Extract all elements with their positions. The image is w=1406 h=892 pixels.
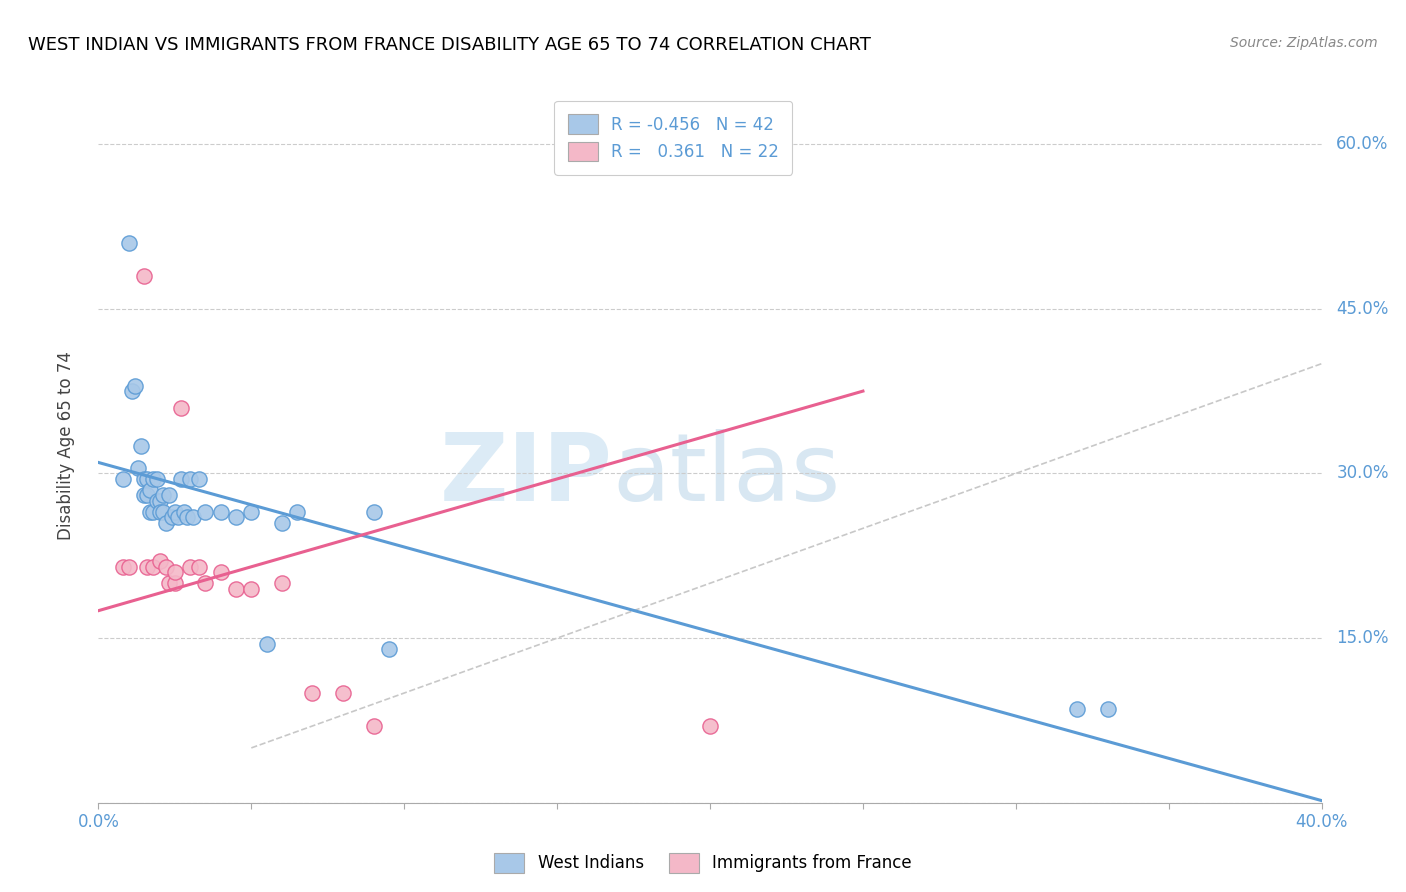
Point <box>173 505 195 519</box>
Point <box>111 559 134 574</box>
Point <box>142 505 165 519</box>
Point <box>363 505 385 519</box>
Point <box>188 559 211 574</box>
Point <box>134 268 156 283</box>
Point <box>188 472 211 486</box>
Point <box>225 582 247 596</box>
Point <box>145 472 167 486</box>
Point <box>139 483 162 497</box>
Point <box>136 559 159 574</box>
Point <box>160 510 183 524</box>
Text: Source: ZipAtlas.com: Source: ZipAtlas.com <box>1230 36 1378 50</box>
Point <box>270 516 292 530</box>
Point <box>118 559 141 574</box>
Point <box>134 472 156 486</box>
Point <box>699 719 721 733</box>
Legend: West Indians, Immigrants from France: West Indians, Immigrants from France <box>488 847 918 880</box>
Point <box>136 472 159 486</box>
Point <box>157 576 180 591</box>
Text: WEST INDIAN VS IMMIGRANTS FROM FRANCE DISABILITY AGE 65 TO 74 CORRELATION CHART: WEST INDIAN VS IMMIGRANTS FROM FRANCE DI… <box>28 36 870 54</box>
Point <box>118 235 141 250</box>
Point <box>209 566 232 580</box>
Point <box>285 505 308 519</box>
Point <box>240 505 263 519</box>
Point <box>139 505 162 519</box>
Point <box>163 505 186 519</box>
Point <box>170 472 193 486</box>
Point <box>155 516 177 530</box>
Point <box>181 510 204 524</box>
Point <box>145 494 167 508</box>
Text: 30.0%: 30.0% <box>1336 465 1389 483</box>
Point <box>129 439 152 453</box>
Point <box>127 461 149 475</box>
Point <box>152 488 174 502</box>
Text: 45.0%: 45.0% <box>1336 300 1389 318</box>
Point <box>142 559 165 574</box>
Point <box>170 401 193 415</box>
Point <box>157 488 180 502</box>
Point <box>225 510 247 524</box>
Point <box>1097 702 1119 716</box>
Text: 15.0%: 15.0% <box>1336 629 1389 647</box>
Point <box>176 510 198 524</box>
Point <box>256 637 278 651</box>
Point <box>1066 702 1088 716</box>
Point <box>332 686 354 700</box>
Point <box>179 472 201 486</box>
Point <box>240 582 263 596</box>
Point <box>179 559 201 574</box>
Y-axis label: Disability Age 65 to 74: Disability Age 65 to 74 <box>56 351 75 541</box>
Point <box>149 554 172 568</box>
Text: ZIP: ZIP <box>439 428 612 521</box>
Point <box>209 505 232 519</box>
Point <box>121 384 143 398</box>
Point <box>152 505 174 519</box>
Legend: R = -0.456   N = 42, R =   0.361   N = 22: R = -0.456 N = 42, R = 0.361 N = 22 <box>554 101 792 175</box>
Text: atlas: atlas <box>612 428 841 521</box>
Point <box>149 505 172 519</box>
Point <box>301 686 323 700</box>
Point <box>134 488 156 502</box>
Point <box>155 559 177 574</box>
Point <box>163 576 186 591</box>
Text: 60.0%: 60.0% <box>1336 135 1389 153</box>
Point <box>142 472 165 486</box>
Point <box>378 642 401 657</box>
Point <box>136 488 159 502</box>
Point <box>124 378 146 392</box>
Point <box>167 510 190 524</box>
Point <box>163 566 186 580</box>
Point <box>270 576 292 591</box>
Point <box>149 494 172 508</box>
Point <box>194 505 217 519</box>
Point <box>111 472 134 486</box>
Point <box>363 719 385 733</box>
Point <box>194 576 217 591</box>
